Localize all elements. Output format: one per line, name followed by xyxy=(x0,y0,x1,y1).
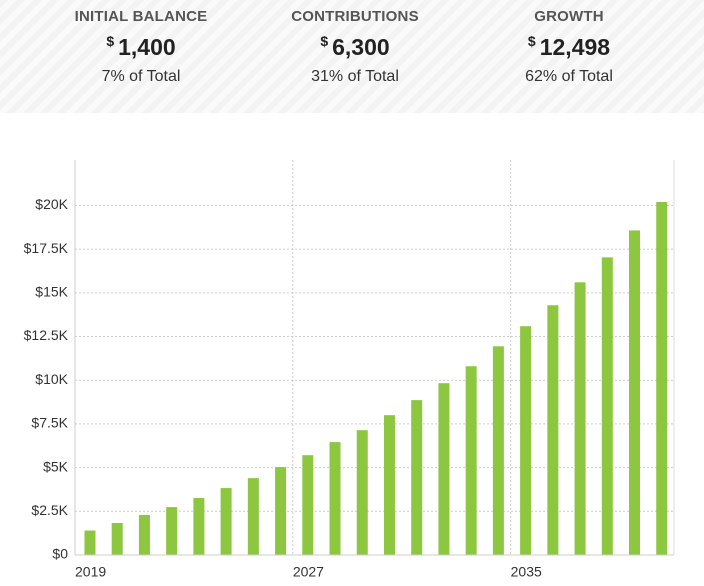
bar xyxy=(220,488,232,555)
stat-amount: $1,400 xyxy=(31,33,251,61)
stat-share: 62% of Total xyxy=(525,68,613,85)
bar xyxy=(520,326,532,555)
amount: 1,400 xyxy=(118,34,176,60)
stat-amount: $12,498 xyxy=(459,33,679,61)
y-tick-label: $0 xyxy=(52,546,68,562)
y-tick-label: $2.5K xyxy=(31,502,68,518)
bar xyxy=(166,507,178,555)
bar xyxy=(329,442,341,555)
bar xyxy=(302,455,314,555)
bar xyxy=(601,257,613,555)
x-tick-label: 2035 xyxy=(511,564,542,580)
stat: INITIAL BALANCE $1,400 7% of Total xyxy=(31,8,251,86)
y-tick-label: $7.5K xyxy=(31,415,68,431)
bar xyxy=(138,514,150,555)
y-tick-label: $10K xyxy=(35,371,68,387)
bar xyxy=(193,498,205,555)
amount: 12,498 xyxy=(539,34,611,60)
bar xyxy=(629,230,641,555)
bar xyxy=(275,467,287,555)
bar xyxy=(247,478,259,555)
stat: CONTRIBUTIONS $6,300 31% of Total xyxy=(245,8,465,86)
bar xyxy=(356,430,368,555)
bar xyxy=(547,305,559,555)
stat-share: 31% of Total xyxy=(311,68,399,85)
x-tick-label: 2027 xyxy=(293,564,324,580)
bar xyxy=(465,366,477,555)
y-tick-label: $15K xyxy=(35,284,68,300)
bar xyxy=(111,523,123,555)
x-tick-label: 2019 xyxy=(75,564,106,580)
bar xyxy=(411,400,423,555)
stat-label: GROWTH xyxy=(534,8,604,25)
bar xyxy=(84,530,96,555)
y-tick-label: $17.5K xyxy=(24,240,69,256)
stat-label: INITIAL BALANCE xyxy=(74,8,208,25)
bar xyxy=(492,346,504,555)
y-tick-label: $5K xyxy=(43,458,69,474)
y-tick-label: $20K xyxy=(35,196,68,212)
stat-amount: $6,300 xyxy=(245,33,465,61)
currency: $ xyxy=(527,33,536,49)
summary-panel: INITIAL BALANCE $1,400 7% of Total CONTR… xyxy=(0,0,704,113)
amount: 6,300 xyxy=(332,34,390,60)
bar xyxy=(383,415,395,555)
y-tick-label: $12.5K xyxy=(24,327,69,343)
stat: GROWTH $12,498 62% of Total xyxy=(459,8,679,86)
stat-label: CONTRIBUTIONS xyxy=(291,8,419,25)
currency: $ xyxy=(320,33,329,49)
bar xyxy=(574,282,586,555)
currency: $ xyxy=(106,33,115,49)
stat-share: 7% of Total xyxy=(101,68,181,85)
bar xyxy=(656,201,668,555)
bar xyxy=(438,383,450,555)
